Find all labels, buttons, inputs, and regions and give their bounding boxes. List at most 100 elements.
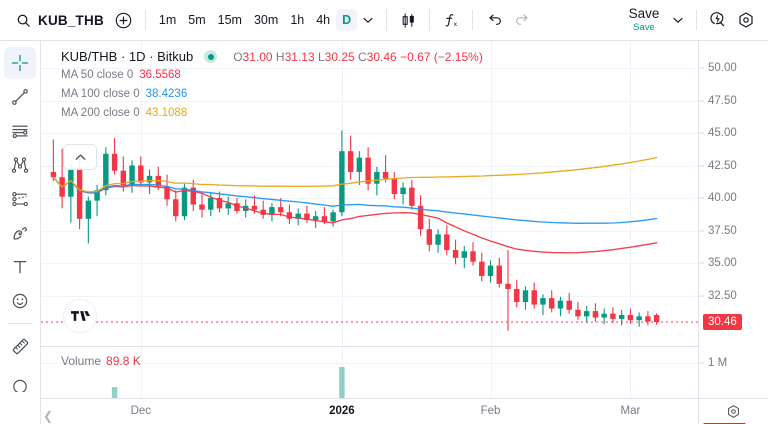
timeframe-30m[interactable]: 30m — [253, 12, 279, 27]
chart-settings-button[interactable] — [732, 6, 760, 34]
toolbar-divider — [386, 10, 388, 30]
time-tick-label: Feb — [480, 405, 501, 417]
toolbar-divider — [696, 10, 697, 30]
axis-tick-dash — [699, 67, 704, 69]
time-tick-label: 2026 — [329, 405, 355, 417]
text-tool[interactable] — [4, 251, 36, 283]
timeframe-D[interactable]: D — [336, 8, 358, 32]
timeframe-5m[interactable]: 5m — [188, 12, 206, 27]
lightning-search-icon — [710, 12, 725, 27]
timeframe-group: 1m 5m 15m 30m 1h 4h D — [153, 0, 358, 40]
indicators-button[interactable]: x — [437, 6, 465, 34]
price-tick-label: 37.50 — [708, 224, 737, 237]
legend-collapse-button[interactable] — [63, 144, 97, 170]
volume-legend[interactable]: Volume 89.8 K — [61, 354, 141, 368]
save-menu-button[interactable] — [667, 7, 689, 33]
symbol-search-button[interactable]: KUB_THB — [8, 6, 110, 34]
crosshair-icon — [11, 54, 29, 72]
pattern-tool[interactable] — [4, 149, 36, 181]
axis-tick-dash — [699, 295, 704, 296]
price-tick-label: 35.00 — [708, 257, 737, 269]
gridline — [41, 263, 698, 264]
save-button[interactable]: Save Save — [621, 7, 667, 32]
timeframe-more-button[interactable] — [357, 7, 379, 33]
axis-tick-dash — [699, 197, 704, 199]
replay-button[interactable] — [704, 6, 732, 34]
add-symbol-button[interactable] — [110, 6, 138, 34]
ruler-icon — [12, 338, 28, 354]
horizontal-lines-tool[interactable] — [4, 115, 36, 147]
brush-icon — [13, 227, 28, 240]
chevron-down-icon — [673, 17, 683, 23]
price-tick-label: 50.00 — [708, 62, 737, 74]
brush-tool[interactable] — [4, 217, 36, 249]
plus-circle-icon — [116, 12, 132, 28]
text-icon — [13, 260, 27, 274]
toolbar-divider — [144, 10, 146, 30]
gridline — [41, 68, 698, 69]
axis-tick-dash — [699, 362, 704, 364]
forecast-tool[interactable] — [4, 183, 36, 215]
gridline — [41, 295, 698, 297]
magnet-tool[interactable] — [4, 366, 36, 398]
save-sub-label: Save — [633, 21, 655, 33]
redo-arrow-icon — [515, 14, 528, 25]
gridline — [41, 198, 698, 199]
gridline — [41, 363, 698, 364]
price-tick-label: 40.00 — [708, 192, 737, 204]
chart-canvas-area[interactable]: KUB/THB · 1D · Bitkub O31.00 H31.13 L30.… — [41, 41, 698, 424]
save-label: Save — [628, 6, 660, 22]
candlestick-icon — [402, 12, 414, 28]
time-axis[interactable]: Dec 2026 Feb Mar — [41, 398, 698, 424]
gridline — [41, 133, 698, 134]
trend-line-tool[interactable] — [4, 81, 36, 113]
gridline — [41, 100, 698, 102]
gridline — [140, 41, 142, 424]
axis-tick-dash — [699, 262, 704, 264]
axis-tick-dash — [699, 230, 704, 231]
volume-label: Volume — [61, 354, 102, 368]
timeframe-4h[interactable]: 4h — [316, 12, 331, 27]
axis-tick-dash — [699, 132, 704, 134]
undo-button[interactable] — [480, 6, 508, 34]
settings-hexagon-icon — [739, 12, 753, 28]
left-drawing-toolbar — [0, 41, 41, 424]
price-axis[interactable]: 50.00 47.50 45.00 42.50 40.00 37.50 35.00 32.50… — [698, 41, 768, 424]
chevron-down-icon — [363, 17, 373, 23]
tradingview-logo-icon — [70, 311, 90, 321]
axis-tick-dash — [699, 165, 704, 166]
gridline — [630, 41, 632, 424]
pane-separator[interactable] — [41, 346, 698, 347]
horizontal-lines-icon — [12, 125, 28, 139]
axis-settings-button[interactable] — [698, 398, 768, 424]
gridline — [490, 41, 492, 424]
svg-text:x: x — [453, 21, 457, 28]
price-tick-label: 47.50 — [708, 94, 737, 107]
volume-value: 89.8 K — [106, 354, 141, 368]
timeframe-1h[interactable]: 1h — [290, 12, 305, 27]
tradingview-watermark[interactable] — [63, 299, 97, 333]
timeframe-15m[interactable]: 15m — [217, 12, 242, 27]
scroll-left-indicator[interactable]: ❮ — [43, 409, 54, 423]
measure-tool[interactable] — [4, 330, 36, 362]
chart-type-button[interactable] — [394, 6, 422, 34]
price-tick-label: 45.00 — [708, 127, 737, 139]
timeframe-1m[interactable]: 1m — [158, 12, 177, 27]
crosshair-tool[interactable] — [4, 47, 36, 79]
trend-line-icon — [12, 89, 28, 105]
toolbar-divider — [472, 10, 474, 30]
volume-axis-tick: 1 M — [708, 357, 728, 369]
emoji-tool[interactable] — [4, 285, 36, 317]
search-icon — [17, 14, 30, 27]
top-toolbar: KUB_THB 1m 5m 15m 30m 1h 4h D — [0, 0, 768, 41]
gridline — [341, 41, 343, 424]
pattern-icon — [11, 157, 29, 173]
fx-indicators-icon: x — [445, 13, 457, 28]
current-price-badge[interactable]: 30.46 — [703, 314, 742, 331]
redo-button[interactable] — [508, 6, 536, 34]
gridline — [41, 230, 698, 232]
axis-tick-dash — [699, 100, 704, 101]
price-tick-label: 32.50 — [708, 289, 737, 302]
symbol-label: KUB_THB — [38, 12, 104, 28]
